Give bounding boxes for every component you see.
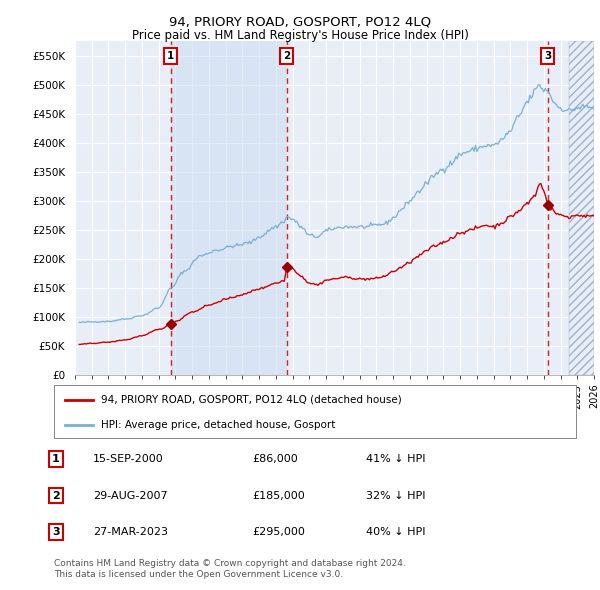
Text: 94, PRIORY ROAD, GOSPORT, PO12 4LQ (detached house): 94, PRIORY ROAD, GOSPORT, PO12 4LQ (deta… bbox=[101, 395, 402, 405]
Text: 2: 2 bbox=[52, 491, 59, 500]
Text: £86,000: £86,000 bbox=[252, 454, 298, 464]
Text: Contains HM Land Registry data © Crown copyright and database right 2024.: Contains HM Land Registry data © Crown c… bbox=[54, 559, 406, 568]
Text: £295,000: £295,000 bbox=[252, 527, 305, 537]
Text: HPI: Average price, detached house, Gosport: HPI: Average price, detached house, Gosp… bbox=[101, 419, 335, 430]
Text: 29-AUG-2007: 29-AUG-2007 bbox=[93, 491, 167, 500]
Text: £185,000: £185,000 bbox=[252, 491, 305, 500]
Bar bbox=[569, 41, 594, 375]
Text: This data is licensed under the Open Government Licence v3.0.: This data is licensed under the Open Gov… bbox=[54, 571, 343, 579]
Text: 1: 1 bbox=[52, 454, 59, 464]
Text: 94, PRIORY ROAD, GOSPORT, PO12 4LQ: 94, PRIORY ROAD, GOSPORT, PO12 4LQ bbox=[169, 16, 431, 29]
Bar bbox=[569, 41, 594, 375]
Text: 32% ↓ HPI: 32% ↓ HPI bbox=[366, 491, 425, 500]
Text: 3: 3 bbox=[52, 527, 59, 537]
Text: 1: 1 bbox=[167, 51, 174, 61]
Text: 40% ↓ HPI: 40% ↓ HPI bbox=[366, 527, 425, 537]
Text: 41% ↓ HPI: 41% ↓ HPI bbox=[366, 454, 425, 464]
Text: 15-SEP-2000: 15-SEP-2000 bbox=[93, 454, 164, 464]
Text: 2: 2 bbox=[283, 51, 290, 61]
Bar bbox=[170, 41, 287, 375]
Text: Price paid vs. HM Land Registry's House Price Index (HPI): Price paid vs. HM Land Registry's House … bbox=[131, 30, 469, 42]
Text: 27-MAR-2023: 27-MAR-2023 bbox=[93, 527, 168, 537]
Text: 3: 3 bbox=[544, 51, 551, 61]
